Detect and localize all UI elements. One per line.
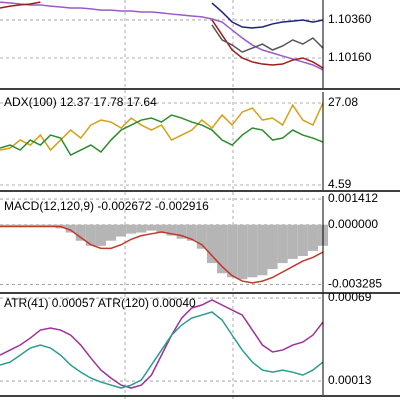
histogram-bar [196,224,207,249]
histogram-bar [227,224,238,278]
histogram-bar [95,224,106,246]
histogram-bar [5,224,16,227]
y-tick-label: 0.00069 [328,290,372,304]
panel-title: MACD(12,120,9) -0.002672 -0.002916 [4,199,209,213]
y-tick-label: 0.001412 [328,191,378,205]
histogram-bar [307,224,318,251]
histogram-bar [45,224,56,227]
y-tick-label: 0.00013 [328,373,372,387]
histogram-bar [65,224,76,233]
histogram-bar [176,224,187,239]
y-tick-label: 4.59 [328,177,352,191]
y-tick-label: 1.10360 [328,12,372,26]
histogram-bar [287,224,298,259]
histogram-bar [206,224,218,264]
panel-title: ATR(41) 0.00057 ATR(120) 0.00040 [4,296,196,310]
histogram-bar [297,224,308,256]
y-tick-label: 0.000000 [328,217,378,231]
histogram-bar [25,224,36,227]
histogram-bar [15,224,26,227]
histogram-bar [116,224,127,237]
histogram-bar [267,224,278,270]
histogram-bar [136,224,147,233]
histogram-bar [247,224,258,278]
series-line [0,225,324,284]
series-line [0,102,324,152]
histogram-bar [257,224,268,276]
histogram-bar [146,224,157,231]
histogram-bar [217,224,228,274]
histogram-bar [0,224,6,227]
histogram-bar [156,224,167,233]
y-tick-label: 1.10160 [328,50,372,64]
series-line [211,2,324,29]
series-line [0,114,324,157]
series-line [0,311,324,389]
histogram-bar [277,224,288,264]
histogram-bar [75,224,86,241]
vertical-grid [124,0,234,400]
histogram-bar [35,224,46,227]
histogram-bar [237,224,248,280]
series-line [211,24,324,53]
histogram-bar [126,224,137,234]
series-line [0,299,324,389]
y-tick-label: 27.08 [328,95,358,109]
histogram-bar [85,224,96,246]
histogram-bar [166,224,177,236]
histogram-bar [105,224,117,241]
panel-title: ADX(100) 12.37 17.78 17.64 [4,95,157,109]
y-tick-label: -0.003285 [328,277,382,291]
histogram-bar [186,224,197,241]
series-line [0,1,324,69]
series-line [0,1,324,71]
